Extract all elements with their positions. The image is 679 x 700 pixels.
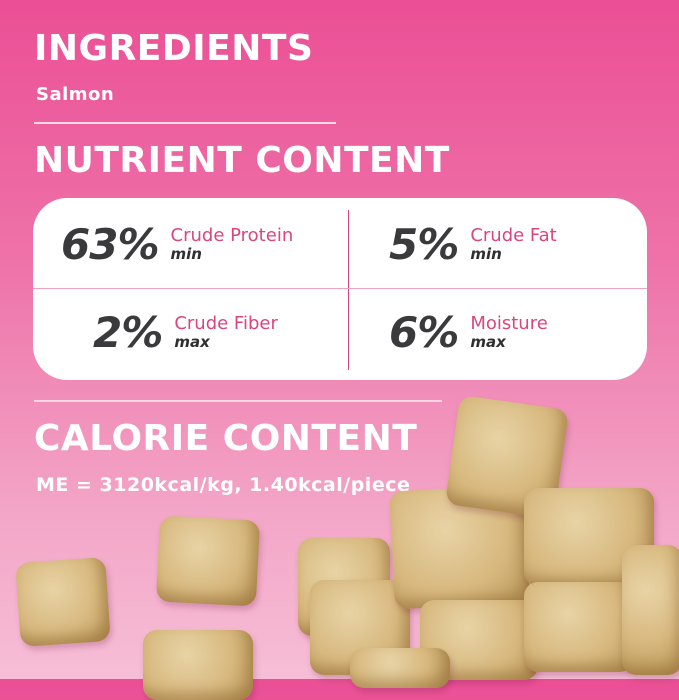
divider bbox=[34, 122, 336, 124]
divider bbox=[34, 400, 442, 402]
calorie-title: CALORIE CONTENT bbox=[34, 418, 418, 459]
nutrient-qualifier: max bbox=[174, 332, 210, 351]
nutrient-name: Crude Fat bbox=[470, 224, 557, 246]
ingredients-value: Salmon bbox=[36, 84, 115, 105]
nutrient-value: 2% bbox=[93, 308, 163, 357]
nutrient-qualifier: min bbox=[170, 244, 202, 263]
nutrient-title: NUTRIENT CONTENT bbox=[34, 140, 450, 181]
nutrient-name: Moisture bbox=[470, 312, 548, 334]
nutrient-protein: 63% Crude Protein min bbox=[61, 220, 293, 269]
ingredients-title: INGREDIENTS bbox=[34, 28, 314, 69]
calorie-value: ME = 3120kcal/kg, 1.40kcal/piece bbox=[36, 474, 411, 496]
nutrient-qualifier: min bbox=[470, 244, 502, 263]
nutrient-card: 63% Crude Protein min 5% Crude Fat min 2% … bbox=[33, 198, 647, 380]
nutrient-moisture: 6% Moisture max bbox=[389, 308, 548, 357]
nutrient-value: 6% bbox=[389, 308, 459, 357]
nutrient-fiber: 2% Crude Fiber max bbox=[93, 308, 278, 357]
nutrient-value: 5% bbox=[389, 220, 459, 269]
nutrient-name: Crude Fiber bbox=[174, 312, 278, 334]
divider bbox=[33, 288, 647, 289]
nutrient-value: 63% bbox=[61, 220, 160, 269]
nutrient-fat: 5% Crude Fat min bbox=[389, 220, 557, 269]
divider bbox=[348, 210, 349, 370]
nutrient-qualifier: max bbox=[470, 332, 506, 351]
nutrient-name: Crude Protein bbox=[170, 224, 294, 246]
